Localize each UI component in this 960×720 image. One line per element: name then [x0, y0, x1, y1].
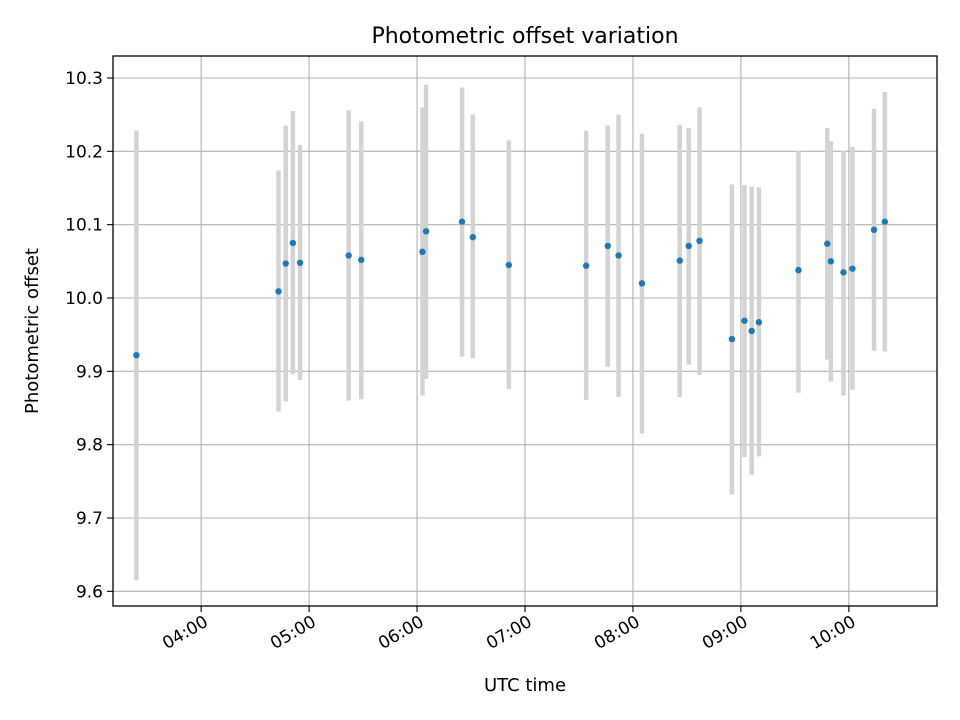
data-point — [582, 262, 590, 269]
data-point — [676, 257, 683, 264]
data-point — [604, 242, 611, 250]
y-tick-label: 10.3 — [65, 69, 103, 89]
y-tick-label: 9.9 — [76, 362, 103, 382]
y-tick-label: 10.1 — [65, 216, 103, 236]
data-point — [824, 240, 831, 247]
data-point — [296, 259, 304, 266]
data-point — [419, 248, 426, 255]
data-point — [615, 252, 622, 259]
data-point — [289, 239, 297, 247]
data-point — [840, 269, 847, 276]
data-point — [881, 218, 889, 225]
data-point — [275, 288, 282, 295]
data-point — [755, 319, 763, 326]
chart-title: Photometric offset variation — [371, 24, 678, 49]
data-point — [827, 258, 835, 265]
y-tick-label: 10.2 — [65, 142, 103, 162]
y-axis: 9.6 9.7 9.8 9.9 10.0 10.1 10.2 10.3 — [65, 69, 113, 602]
y-axis-label: Photometric offset — [22, 248, 43, 414]
data-point — [358, 256, 365, 264]
data-point — [345, 252, 352, 259]
data-point — [849, 265, 856, 272]
y-tick-label: 10.0 — [65, 289, 103, 309]
y-tick-label: 9.6 — [76, 582, 103, 602]
y-tick-label: 9.8 — [76, 436, 103, 456]
x-axis-label: UTC time — [484, 675, 566, 696]
data-point — [870, 226, 878, 233]
data-point — [728, 335, 736, 343]
data-point — [133, 352, 140, 359]
data-point — [696, 237, 703, 244]
data-point — [469, 233, 477, 241]
data-points — [133, 218, 889, 359]
data-point — [795, 266, 802, 274]
data-point — [741, 317, 748, 324]
y-tick-label: 9.7 — [76, 509, 103, 529]
data-point — [638, 280, 646, 287]
data-point — [685, 242, 692, 250]
data-point — [422, 228, 430, 235]
data-point — [458, 218, 466, 225]
data-point — [748, 327, 755, 335]
data-point — [282, 260, 289, 267]
data-point — [505, 261, 513, 269]
